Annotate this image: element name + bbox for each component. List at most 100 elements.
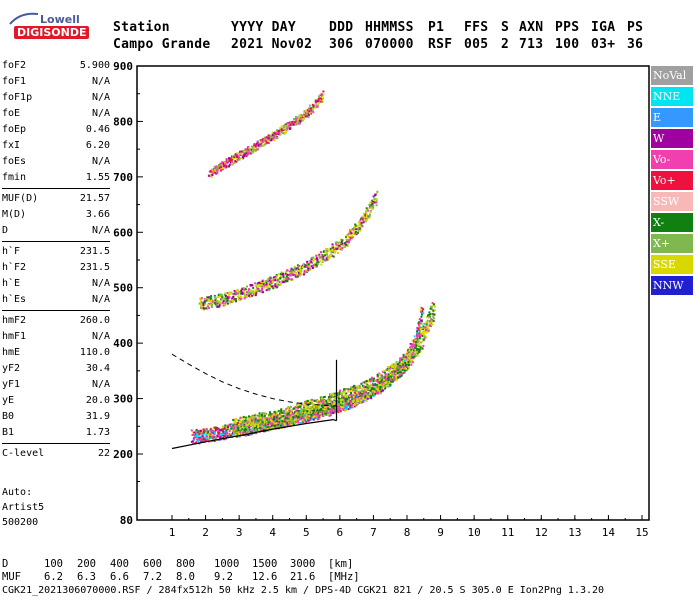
- echo-point: [193, 436, 196, 439]
- echo-point: [273, 276, 275, 279]
- echo-point: [304, 401, 307, 404]
- echo-point: [202, 437, 205, 440]
- param-row: foF1p N/A: [2, 90, 110, 106]
- echo-point: [310, 260, 313, 263]
- echo-point: [422, 325, 425, 328]
- echo-point: [327, 407, 330, 410]
- echo-point: [269, 285, 272, 288]
- echo-point: [276, 129, 278, 132]
- echo-point: [257, 418, 260, 421]
- echo-point: [299, 272, 302, 275]
- echo-point: [222, 167, 224, 170]
- echo-point: [358, 385, 361, 388]
- echo-point: [307, 411, 310, 414]
- echo-point: [200, 297, 203, 300]
- param-label: D: [2, 225, 9, 236]
- echo-point: [333, 246, 336, 249]
- echo-point: [321, 254, 324, 256]
- echo-point: [349, 394, 352, 397]
- y-tick-label: 300: [113, 393, 133, 406]
- echo-point: [428, 311, 431, 314]
- echo-point: [410, 363, 413, 366]
- echo-point: [386, 381, 389, 384]
- parameter-panel: foF2 5.900 foF1 N/A foF1p N/A foE N/A foEp 0.46 fx…: [2, 58, 110, 462]
- echo-point: [290, 410, 293, 413]
- echo-point: [383, 377, 386, 380]
- echo-point: [390, 372, 392, 374]
- echo-point: [365, 382, 368, 385]
- echo-point: [290, 272, 292, 275]
- echo-point: [288, 422, 291, 425]
- echo-point: [328, 256, 331, 259]
- echo-point: [216, 305, 219, 308]
- echo-point: [261, 287, 263, 290]
- echo-point: [406, 354, 409, 357]
- echo-point: [200, 440, 203, 443]
- echo-point: [411, 356, 414, 359]
- echo-point: [346, 403, 349, 406]
- echo-point: [387, 385, 390, 388]
- echo-point: [289, 416, 292, 419]
- echo-point: [304, 412, 307, 415]
- echo-point: [310, 406, 313, 409]
- echo-point: [372, 393, 375, 396]
- echo-point: [248, 148, 251, 151]
- echo-point: [386, 375, 389, 378]
- echo-point: [286, 422, 289, 425]
- echo-point: [301, 116, 304, 119]
- echo-point: [224, 424, 227, 427]
- echo-point: [393, 363, 395, 366]
- echo-point: [269, 422, 272, 425]
- echo-point: [217, 293, 220, 296]
- echo-point: [251, 294, 254, 297]
- echo-point: [417, 351, 420, 354]
- echo-point: [420, 311, 423, 314]
- echo-point: [377, 379, 380, 381]
- echo-point: [293, 269, 296, 272]
- echo-point: [218, 295, 220, 298]
- echo-point: [353, 233, 356, 236]
- echo-point: [382, 380, 385, 383]
- echo-point: [230, 427, 233, 430]
- echo-point: [261, 422, 264, 425]
- echo-point: [288, 274, 291, 277]
- echo-point: [305, 405, 308, 408]
- echo-point: [295, 116, 297, 118]
- echo-point: [245, 430, 248, 433]
- echo-point: [299, 422, 302, 425]
- echo-point: [228, 433, 231, 436]
- echo-point: [346, 234, 349, 237]
- echo-point: [299, 416, 302, 419]
- param-label: MUF(D): [2, 193, 39, 204]
- echo-point: [332, 250, 335, 253]
- echo-point: [286, 280, 289, 283]
- echo-point: [399, 364, 401, 367]
- echo-point: [364, 396, 367, 399]
- echo-point: [428, 316, 431, 319]
- echo-point: [270, 282, 273, 285]
- echo-point: [351, 235, 354, 238]
- echo-point: [348, 241, 351, 244]
- echo-point: [346, 240, 349, 243]
- echo-point: [282, 274, 285, 277]
- echo-point: [245, 294, 248, 296]
- echo-point: [292, 415, 295, 418]
- echo-point: [233, 425, 236, 428]
- echo-point: [211, 305, 214, 308]
- echo-point: [337, 252, 339, 254]
- echo-point: [303, 114, 306, 117]
- echo-point: [296, 274, 299, 276]
- echo-point: [315, 413, 318, 416]
- echo-point: [381, 389, 384, 392]
- hdr-ddd-label: DDD: [329, 20, 354, 35]
- echo-point: [342, 400, 345, 403]
- echo-point: [360, 401, 363, 404]
- echo-point: [340, 240, 343, 243]
- echo-point: [210, 175, 213, 178]
- echo-point: [409, 345, 412, 348]
- param-row: foE N/A: [2, 106, 110, 122]
- echo-point: [266, 279, 269, 282]
- echo-point: [369, 395, 372, 398]
- echo-point: [303, 403, 306, 406]
- echo-point: [386, 379, 389, 382]
